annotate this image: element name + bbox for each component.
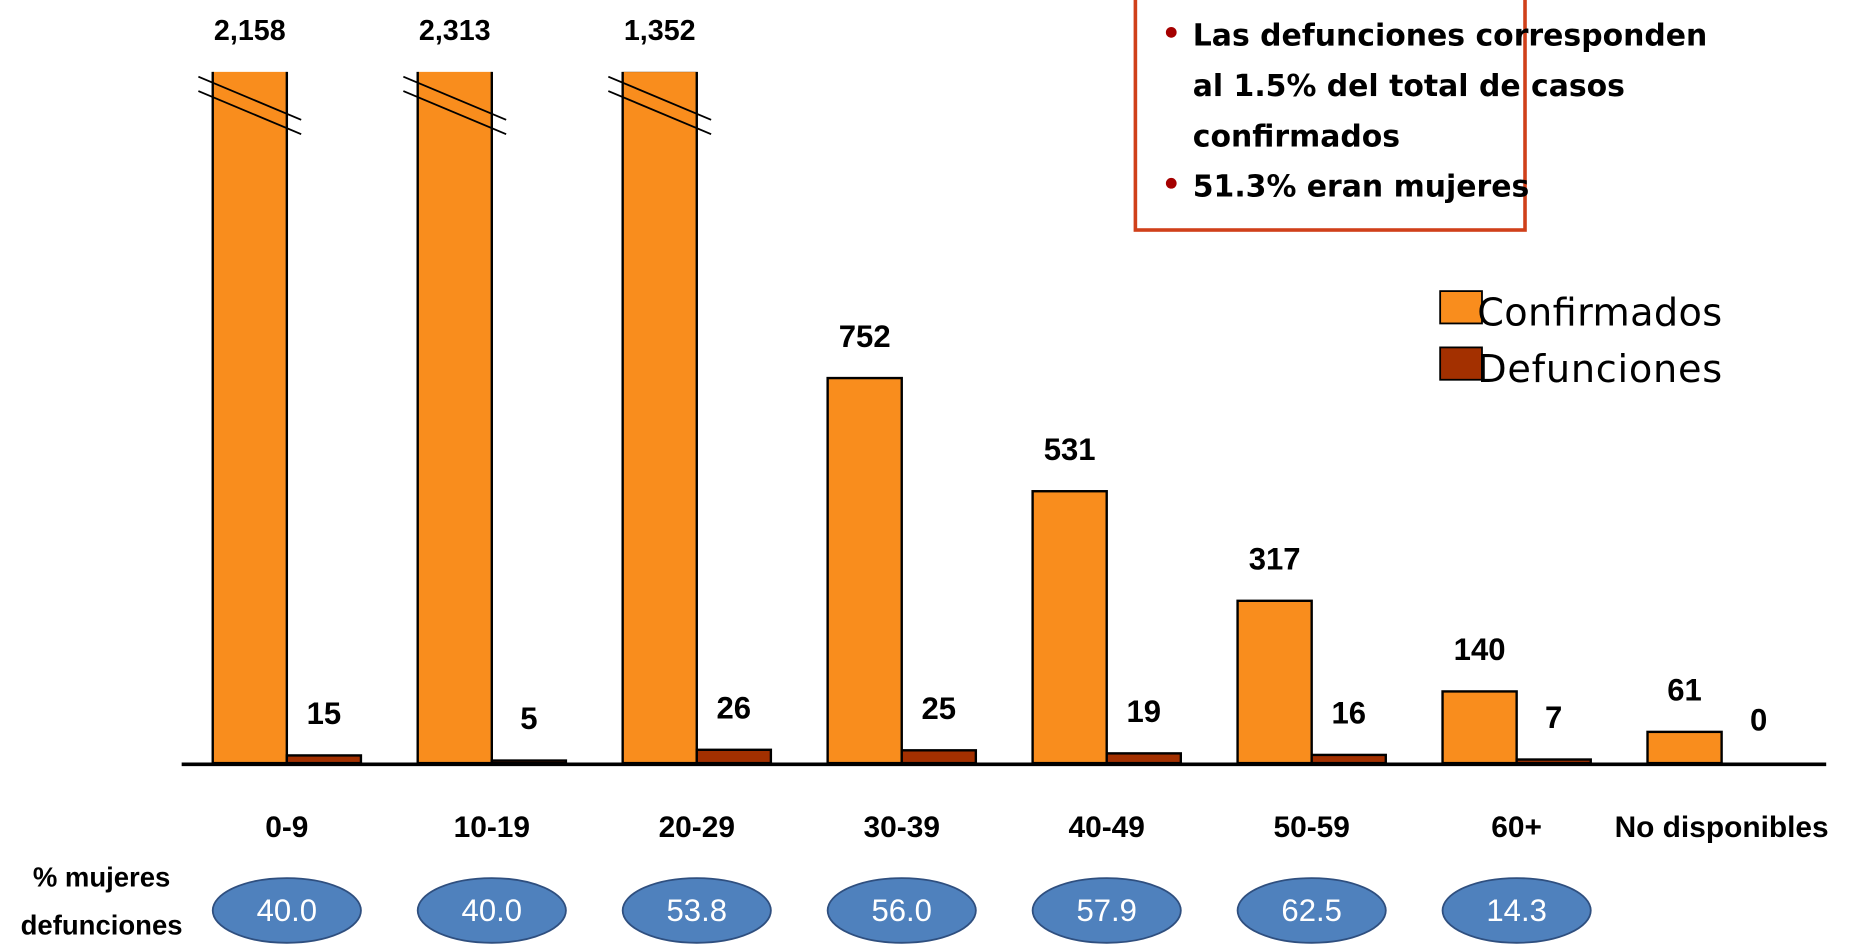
axis-break (198, 75, 302, 121)
bar (1646, 730, 1723, 765)
data-label: 7 (1545, 700, 1562, 735)
pct-label: 56.0 (871, 893, 931, 928)
x-tick-label: 10-19 (454, 811, 530, 844)
data-label: 16 (1331, 696, 1366, 731)
axis-break (607, 75, 712, 121)
axis-break (403, 90, 507, 136)
data-label: 0 (1750, 703, 1767, 738)
data-label: 26 (717, 690, 752, 725)
legend-swatch (1439, 290, 1483, 325)
pct-label: 40.0 (462, 893, 522, 928)
bar (285, 754, 363, 765)
pct-row-label: defunciones (21, 909, 183, 940)
bar (211, 71, 289, 765)
bar (1515, 758, 1592, 765)
pct-label: 57.9 (1076, 893, 1136, 928)
axis-break (403, 75, 507, 121)
x-tick-label: 0-9 (265, 811, 308, 844)
bar (1236, 599, 1313, 765)
annotation-text: confirmados (1193, 119, 1400, 154)
annotation-text: Las defunciones corresponden (1193, 19, 1708, 54)
bar (416, 71, 494, 765)
bar (1031, 490, 1108, 765)
data-label: 15 (307, 696, 342, 731)
pct-row-label: % mujeres (33, 862, 170, 893)
pct-ellipse (621, 877, 772, 944)
bar (826, 376, 903, 765)
pct-ellipse (826, 877, 977, 944)
bar (695, 748, 773, 765)
bar (1310, 753, 1387, 765)
data-label: 19 (1126, 694, 1161, 729)
data-label: 61 (1667, 673, 1702, 708)
data-label: 752 (839, 319, 891, 354)
legend-swatch (1439, 346, 1483, 381)
legend-label: Defunciones (1477, 347, 1722, 392)
data-label: 25 (922, 691, 957, 726)
data-label: 2,313 (419, 15, 491, 47)
pct-ellipse (1236, 877, 1387, 944)
pct-label: 14.3 (1486, 893, 1546, 928)
axis-break (607, 90, 712, 136)
bar (1105, 752, 1183, 765)
annotation-box (1133, 0, 1527, 232)
pct-label: 40.0 (257, 893, 317, 928)
annotation-text: al 1.5% del total de casos (1193, 69, 1625, 104)
bar (490, 759, 568, 765)
data-label: 531 (1044, 432, 1096, 467)
pct-label: 53.8 (667, 893, 727, 928)
pct-ellipse (1441, 877, 1592, 944)
pct-label: 62.5 (1281, 893, 1341, 928)
data-label: 2,158 (214, 15, 286, 47)
legend-label: Confirmados (1477, 291, 1722, 336)
bar (1441, 690, 1518, 765)
x-tick-label: 50-59 (1273, 811, 1349, 844)
pct-ellipse (1031, 877, 1182, 944)
x-tick-label: 30-39 (864, 811, 940, 844)
axis-break (198, 90, 302, 136)
plot-area (211, 71, 1723, 765)
data-label: 140 (1454, 632, 1506, 667)
bar (900, 749, 978, 765)
bullet (1165, 26, 1177, 38)
annotation-text: 51.3% eran mujeres (1193, 170, 1530, 205)
x-tick-label: No disponibles (1615, 811, 1829, 844)
x-tick-label: 20-29 (659, 811, 735, 844)
x-tick-label: 40-49 (1069, 811, 1145, 844)
data-label: 1,352 (624, 15, 696, 47)
pct-ellipse (416, 877, 567, 944)
x-tick-label: 60+ (1491, 811, 1542, 844)
bar (621, 71, 698, 765)
bullet (1165, 177, 1177, 189)
data-label: 317 (1249, 541, 1301, 576)
data-label: 5 (520, 701, 537, 736)
pct-ellipse (211, 877, 362, 944)
